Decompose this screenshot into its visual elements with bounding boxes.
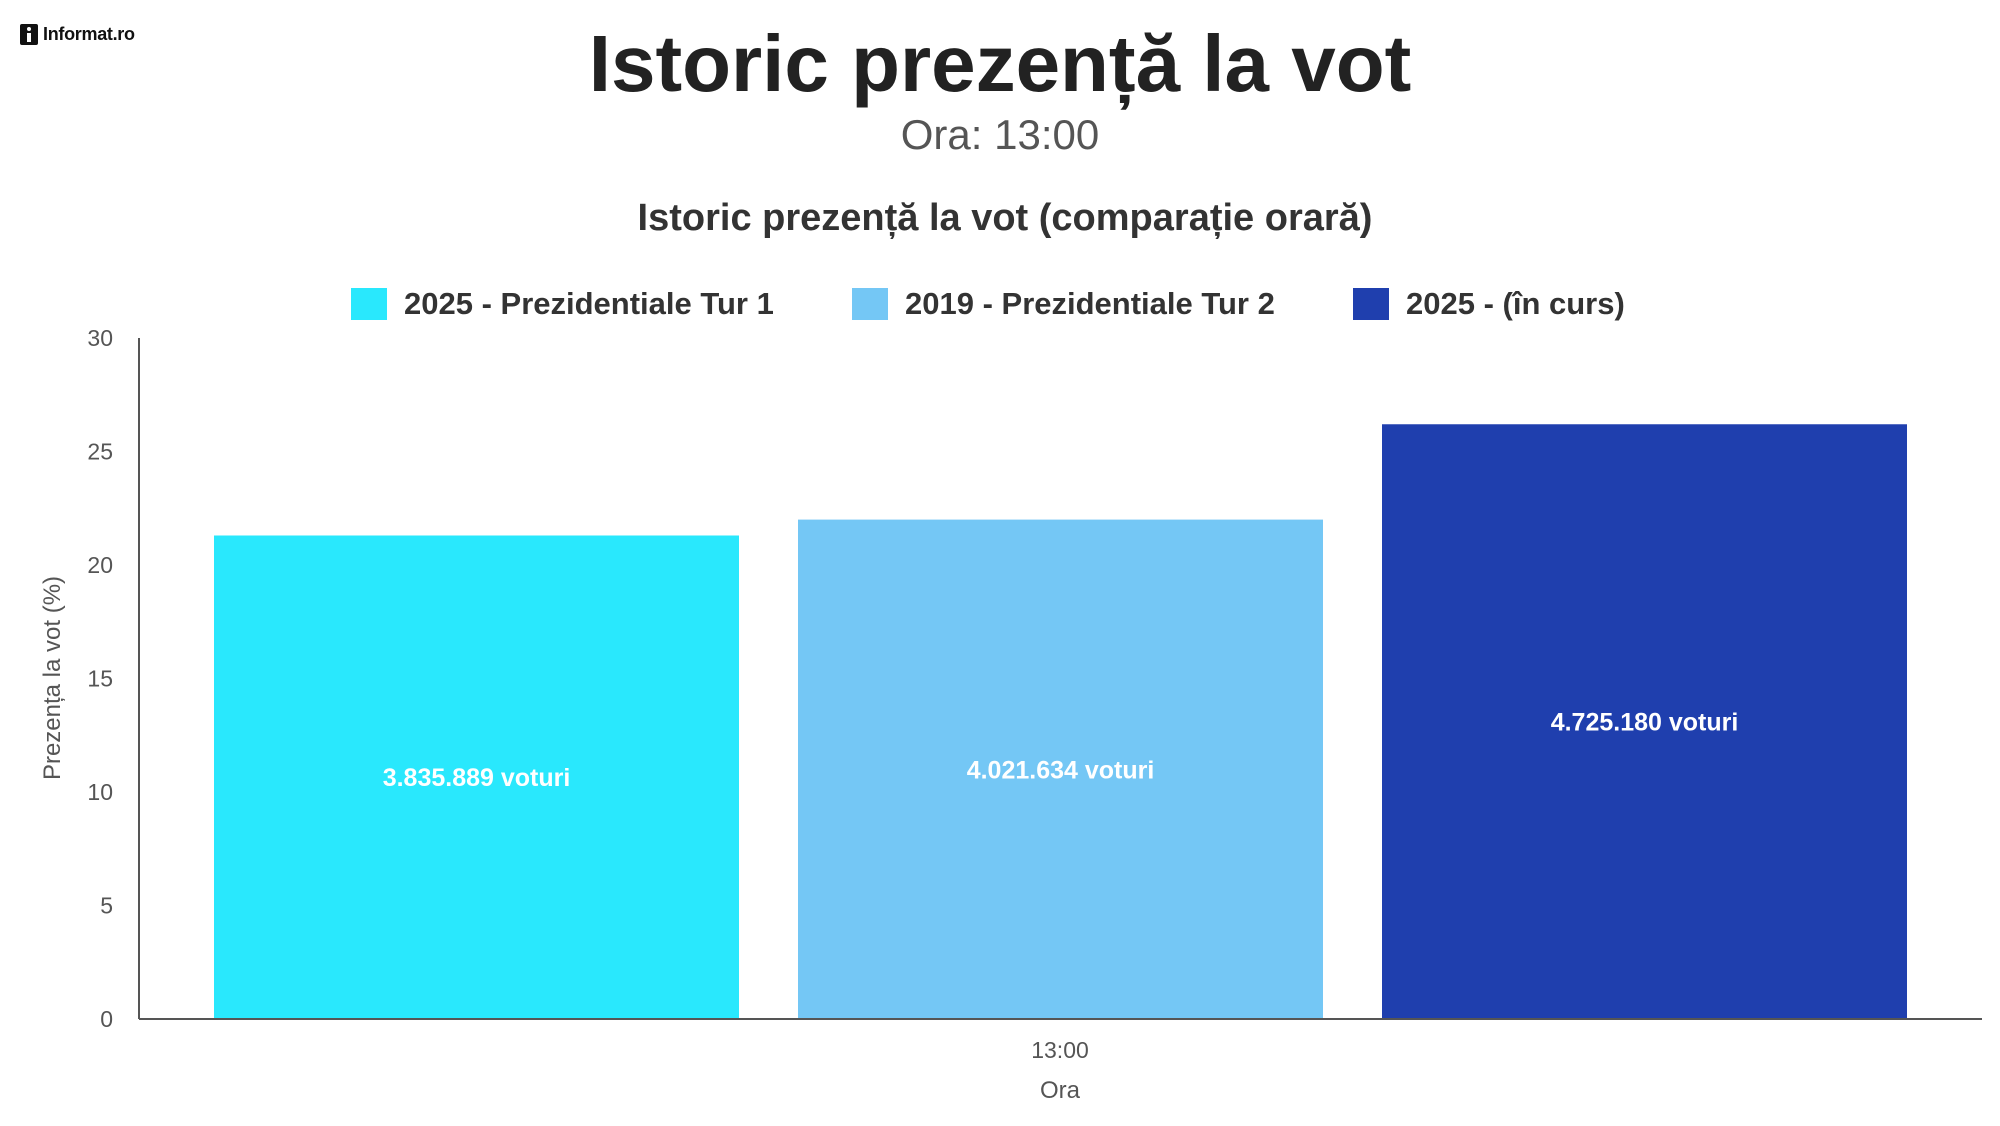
page-title: Istoric prezență la vot [588,19,1412,108]
y-tick-label: 5 [100,893,113,919]
bar-series-2 [798,519,1323,1019]
legend-swatch [852,288,888,320]
logo-info-icon [20,23,38,45]
bar-data-label: 4.725.180 voturi [1551,709,1739,737]
legend-item[interactable]: 2019 - Prezidentiale Tur 2 [852,286,1275,321]
legend-swatch [1353,288,1389,320]
bar-series-1 [214,535,739,1019]
x-tick-label: 13:00 [1031,1037,1089,1063]
y-tick-label: 10 [87,779,113,805]
logo-text: Informat.ro [43,23,135,44]
x-axis-ticks: 13:00 [1031,1037,1089,1063]
legend-item[interactable]: 2025 - (în curs) [1353,286,1625,321]
brand-logo: Informat.ro [20,22,135,46]
legend-item[interactable]: 2025 - Prezidentiale Tur 1 [351,286,774,321]
bar-series-3 [1382,424,1907,1019]
bar-data-label: 3.835.889 voturi [383,764,571,792]
x-axis-label: Ora [1040,1077,1081,1104]
y-tick-label: 20 [87,552,113,578]
bar-data-label: 4.021.634 voturi [967,756,1155,784]
y-tick-label: 0 [100,1006,113,1032]
bars-group [214,424,1907,1019]
legend-label: 2025 - Prezidentiale Tur 1 [404,286,774,321]
chart-title: Istoric prezență la vot (comparație orar… [638,197,1373,239]
chart-legend: 2025 - Prezidentiale Tur 1 2019 - Prezide… [351,286,1625,321]
y-axis-ticks: 0 5 10 15 20 25 30 [87,325,113,1032]
legend-label: 2019 - Prezidentiale Tur 2 [905,286,1275,321]
legend-label: 2025 - (în curs) [1406,286,1625,321]
y-tick-label: 30 [87,325,113,351]
y-tick-label: 25 [87,439,113,465]
legend-swatch [351,288,387,320]
bar-labels-group: 3.835.889 voturi 4.021.634 voturi 4.725.18… [383,709,1739,793]
y-tick-label: 15 [87,666,113,692]
page-subtitle: Ora: 13:00 [900,111,1100,158]
y-axis-label: Prezența la vot (%) [39,576,66,780]
